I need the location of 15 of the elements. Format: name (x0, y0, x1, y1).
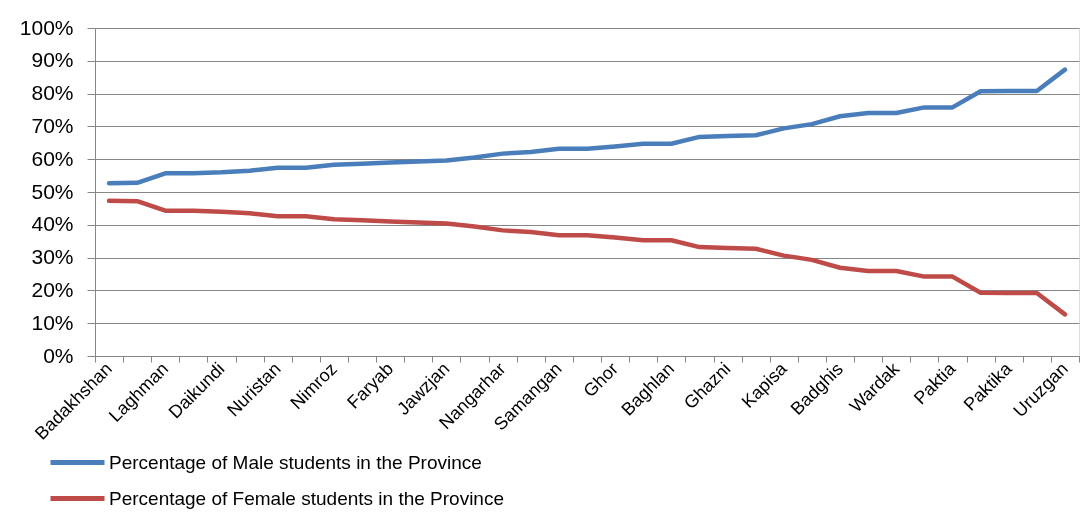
y-tick-label: 20% (31, 277, 74, 301)
y-tick-label: 60% (31, 146, 74, 170)
y-tick-label: 50% (31, 179, 74, 203)
y-tick-label: 100% (19, 15, 74, 39)
y-tick-label: 10% (31, 310, 74, 334)
line-series (106, 67, 1068, 186)
y-tick-label: 80% (31, 81, 74, 105)
y-tick-label: 40% (31, 212, 74, 236)
y-tick-label: 70% (31, 113, 74, 137)
line-series (106, 198, 1068, 317)
legend-label: Percentage of Male students in the Province (109, 451, 482, 473)
y-tick-label: 30% (31, 245, 74, 269)
legend-label: Percentage of Female students in the Province (109, 487, 505, 509)
y-tick-label: 90% (31, 48, 74, 72)
y-tick-label: 0% (43, 343, 74, 367)
